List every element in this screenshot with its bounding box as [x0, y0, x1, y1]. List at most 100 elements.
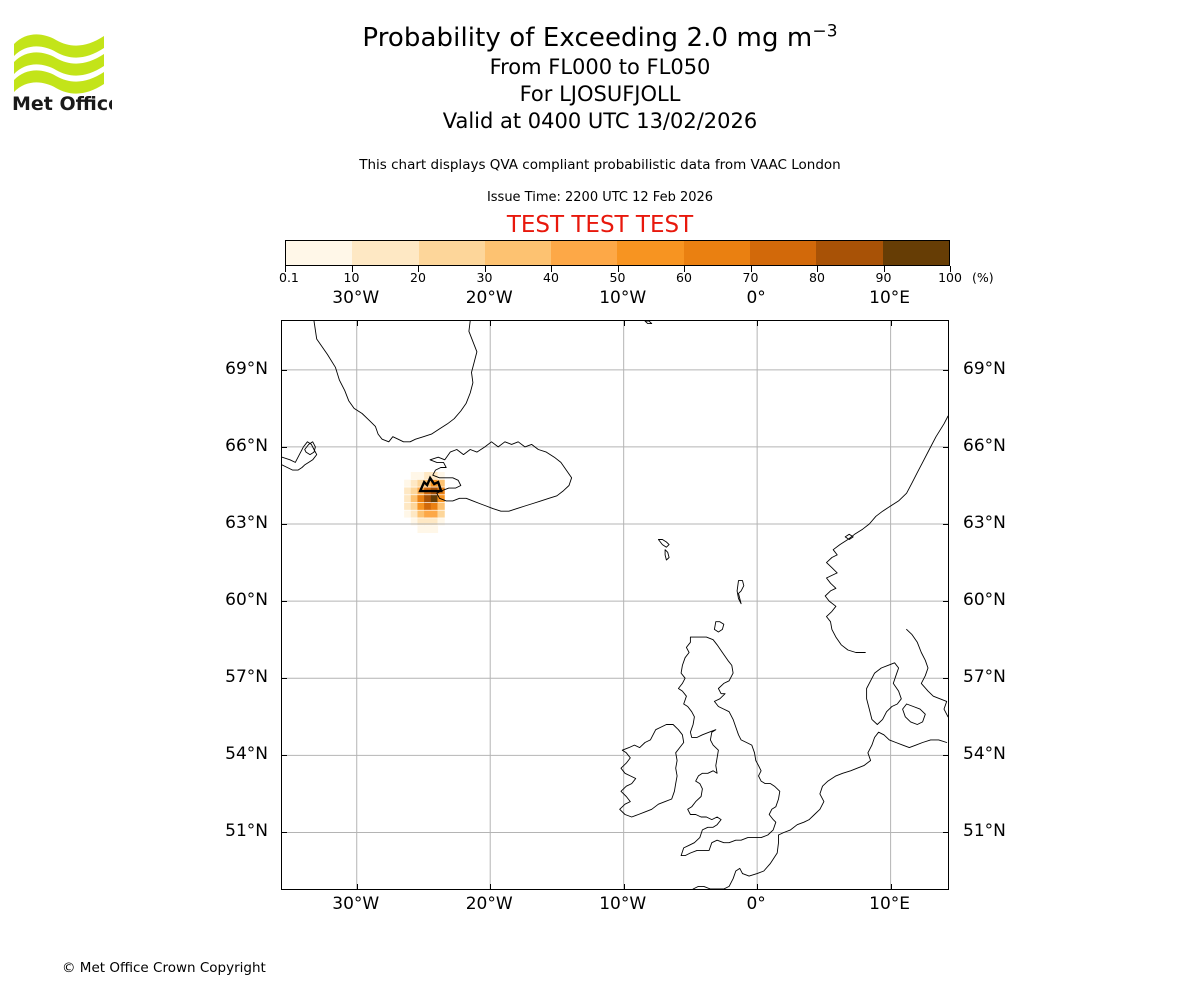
probability-cell	[430, 502, 439, 510]
logo-wordmark: Met Office	[12, 93, 112, 114]
colorbar-band-0	[286, 241, 353, 265]
latitude-label: 66°N	[963, 435, 1006, 456]
frame-tick	[943, 446, 948, 448]
volcano-source-marker	[418, 475, 443, 493]
probability-cell	[430, 495, 439, 503]
frame-tick	[282, 755, 287, 757]
probability-cell	[417, 471, 425, 480]
longitude-label: 10°W	[599, 894, 647, 914]
colorbar-gradient	[285, 240, 950, 266]
colorbar-tick-label: 40	[543, 270, 559, 285]
latitude-label: 60°N	[963, 590, 1006, 611]
probability-cell	[410, 502, 419, 510]
coastline-norway-w	[824, 415, 948, 653]
longitude-label: 0°	[746, 894, 766, 914]
probability-cell	[410, 510, 419, 518]
frame-tick	[282, 369, 287, 371]
colorbar-tick	[883, 266, 885, 272]
probability-cell	[404, 510, 412, 518]
colorbar-tick	[950, 266, 951, 272]
frame-tick	[757, 884, 759, 889]
colorbar-tick-label: 30	[476, 270, 493, 285]
logo-waves	[14, 34, 104, 94]
colorbar-tick	[285, 266, 286, 272]
colorbar-band-6	[683, 241, 751, 265]
colorbar-band-4	[551, 241, 618, 265]
map-panel[interactable]	[281, 320, 949, 890]
longitude-label: 30°W	[332, 894, 380, 914]
qva-disclaimer: This chart displays QVA compliant probab…	[359, 157, 841, 173]
colorbar-band-8	[816, 241, 883, 265]
latitude-labels-left: 69°N 66°N 63°N 60°N 57°N 54°N 51°N	[181, 320, 276, 890]
probability-cell	[417, 502, 425, 510]
probability-cell	[424, 525, 432, 533]
colorbar-tick-label: 60	[676, 270, 692, 285]
colorbar-tick	[617, 266, 619, 272]
probability-cell	[437, 471, 445, 480]
probability-cell	[424, 471, 432, 480]
coastline-denmark-zealand	[902, 703, 926, 725]
frame-tick	[356, 884, 358, 889]
probability-cell	[424, 510, 432, 518]
frame-tick	[890, 321, 892, 326]
probability-cell	[424, 495, 432, 503]
latitude-label: 63°N	[225, 513, 268, 534]
colorbar-tick	[684, 266, 685, 272]
main-title-text: Probability of Exceeding 2.0 mg m	[362, 23, 813, 53]
probability-cell	[410, 495, 419, 503]
colorbar-band-9	[882, 241, 949, 265]
frame-tick	[890, 884, 892, 889]
latitude-label: 69°N	[963, 358, 1006, 379]
frame-tick	[943, 755, 948, 757]
copyright-notice: © Met Office Crown Copyright	[62, 960, 266, 976]
frame-tick	[943, 601, 948, 603]
colorbar-band-1	[352, 241, 419, 265]
longitude-label: 10°W	[599, 288, 647, 308]
probability-cell	[424, 502, 432, 510]
probability-cell	[417, 518, 425, 526]
volcano-subtitle: For LJOSUFJOLL	[519, 82, 681, 106]
probability-cell	[430, 510, 439, 518]
frame-tick	[282, 446, 287, 448]
latitude-labels-right: 69°N 66°N 63°N 60°N 57°N 54°N 51°N	[955, 320, 1055, 890]
frame-tick	[757, 321, 759, 326]
probability-cell	[410, 518, 419, 526]
probability-cell	[410, 487, 419, 495]
latitude-label: 60°N	[225, 590, 268, 611]
colorbar-tick-label: 90	[875, 270, 892, 285]
latitude-label: 57°N	[225, 667, 268, 688]
coastline-sweden-s	[906, 628, 948, 718]
probability-cell	[404, 502, 412, 510]
coastline-orkney	[713, 621, 725, 633]
colorbar-tick-label: 0.1	[279, 270, 299, 285]
frame-tick	[282, 601, 287, 603]
frame-tick	[623, 884, 625, 889]
test-banner: TEST TEST TEST	[506, 212, 694, 238]
colorbar-band-2	[418, 241, 485, 265]
probability-cell	[417, 495, 425, 503]
probability-cell	[437, 502, 445, 510]
page-title: Probability of Exceeding 2.0 mg m−3	[0, 22, 1200, 54]
longitude-label: 20°W	[465, 894, 513, 914]
flight-level-subtitle: From FL000 to FL050	[489, 55, 711, 79]
probability-cell	[410, 479, 419, 487]
longitude-label: 20°W	[465, 288, 513, 308]
colorbar	[285, 240, 950, 266]
probability-cell	[437, 479, 445, 487]
probability-cell	[437, 510, 445, 518]
coastline-ireland	[619, 724, 685, 818]
frame-tick	[943, 524, 948, 526]
probability-cell	[430, 525, 439, 533]
probability-cell	[404, 495, 412, 503]
issue-time-label: Issue Time: 2200 UTC 12 Feb 2026	[486, 190, 714, 205]
coastline-gb-mainland	[677, 636, 781, 857]
map-canvas	[282, 321, 948, 889]
probability-cell	[424, 518, 432, 526]
frame-tick	[282, 524, 287, 526]
coastline-belgium-france	[778, 819, 810, 836]
latitude-label: 57°N	[963, 667, 1006, 688]
coastline-greenland-sw	[282, 441, 318, 471]
latitude-label: 54°N	[963, 744, 1006, 765]
coastline-layer	[282, 321, 948, 889]
latitude-label: 69°N	[225, 358, 268, 379]
